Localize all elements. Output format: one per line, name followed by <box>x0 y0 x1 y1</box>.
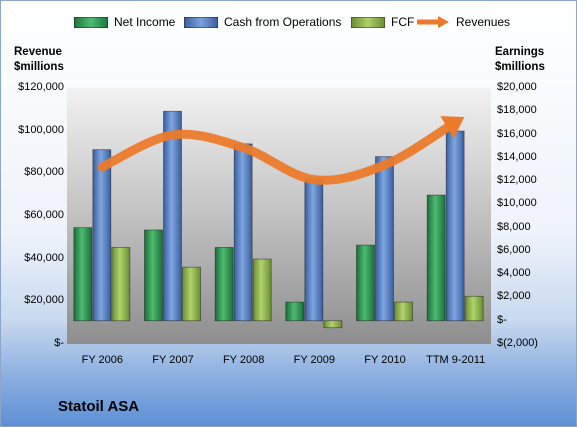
legend-swatch <box>184 16 218 28</box>
revenues-line <box>97 117 461 185</box>
legend-label: Revenues <box>456 15 511 29</box>
left-axis-tick-label: $120,000 <box>18 81 64 93</box>
right-axis-tick-label: $14,000 <box>497 150 537 163</box>
bar-fcf <box>323 320 343 329</box>
right-axis-tick-label: $8,000 <box>497 220 531 233</box>
bar-cash-from-operations <box>304 178 324 322</box>
bar-fcf <box>252 258 272 322</box>
x-axis-tick-label: FY 2008 <box>222 354 265 366</box>
plot-area <box>67 88 491 344</box>
left-axis-title: Revenue $millions <box>14 45 64 75</box>
right-axis-tick-label: $4,000 <box>497 267 531 280</box>
legend: Net Income Cash from Operations FCF Reve… <box>1 15 576 35</box>
x-axis-tick-label: FY 2006 <box>81 354 124 366</box>
legend-revenues: Revenues <box>416 15 510 29</box>
left-axis-tick-label: $20,000 <box>24 294 64 307</box>
right-axis-title-line2: $millions <box>495 61 545 73</box>
right-axis-tick-label: $6,000 <box>497 243 531 256</box>
bar-cash-from-operations <box>92 149 112 322</box>
bar-fcf <box>111 247 131 322</box>
bar-cash-from-operations <box>163 110 182 322</box>
bar-net-income <box>73 227 93 322</box>
revenues-arrow-head <box>440 116 465 139</box>
legend-net-income: Net Income <box>74 15 175 29</box>
left-axis-tick-label: $80,000 <box>24 166 64 179</box>
bar-fcf <box>394 301 413 322</box>
bar-net-income <box>214 247 234 322</box>
company-name: Statoil ASA <box>58 398 140 415</box>
right-axis-tick-label: $10,000 <box>497 197 537 210</box>
bar-cash-from-operations <box>233 143 253 322</box>
legend-fcf: FCF <box>351 15 414 29</box>
bar-net-income <box>426 194 446 322</box>
bar-cash-from-operations <box>445 130 465 322</box>
right-axis-tick-label: $12,000 <box>497 174 537 187</box>
left-axis-tick-label: $40,000 <box>24 251 64 264</box>
legend-swatch <box>351 16 385 28</box>
right-axis-tick-label: $(2,000) <box>497 337 538 349</box>
right-axis-tick-label: $20,000 <box>497 81 537 93</box>
x-axis-tick-label: FY 2009 <box>293 354 336 366</box>
left-axis-tick-label: $- <box>54 337 64 349</box>
legend-cash-from-operations: Cash from Operations <box>184 15 341 29</box>
left-axis-title-line2: $millions <box>14 61 64 73</box>
x-axis-tick-label: FY 2010 <box>364 354 406 366</box>
right-axis-title: Earnings $millions <box>495 45 545 75</box>
bar-net-income <box>144 229 163 322</box>
legend-label: Net Income <box>114 15 176 29</box>
x-axis-tick-label: TTM 9-2011 <box>426 354 486 366</box>
right-axis-title-line1: Earnings <box>495 46 545 58</box>
right-axis-tick-label: $2,000 <box>497 290 531 303</box>
bar-fcf <box>182 266 201 322</box>
legend-label: Cash from Operations <box>224 15 342 29</box>
left-axis-tick-label: $60,000 <box>24 209 64 221</box>
right-axis-tick-label: $16,000 <box>497 127 537 140</box>
left-axis-tick-label: $100,000 <box>18 123 64 136</box>
legend-arrow-icon <box>417 16 449 28</box>
bar-net-income <box>356 244 375 322</box>
right-axis-tick-label: $18,000 <box>497 104 537 117</box>
legend-swatch <box>74 16 108 28</box>
right-axis-tick-label: $- <box>497 313 507 326</box>
bar-fcf <box>464 295 484 322</box>
legend-label: FCF <box>391 15 415 29</box>
bar-net-income <box>285 301 305 322</box>
left-axis-title-line1: Revenue <box>14 46 62 58</box>
x-axis-tick-label: FY 2007 <box>152 354 194 366</box>
bar-cash-from-operations <box>375 156 394 322</box>
